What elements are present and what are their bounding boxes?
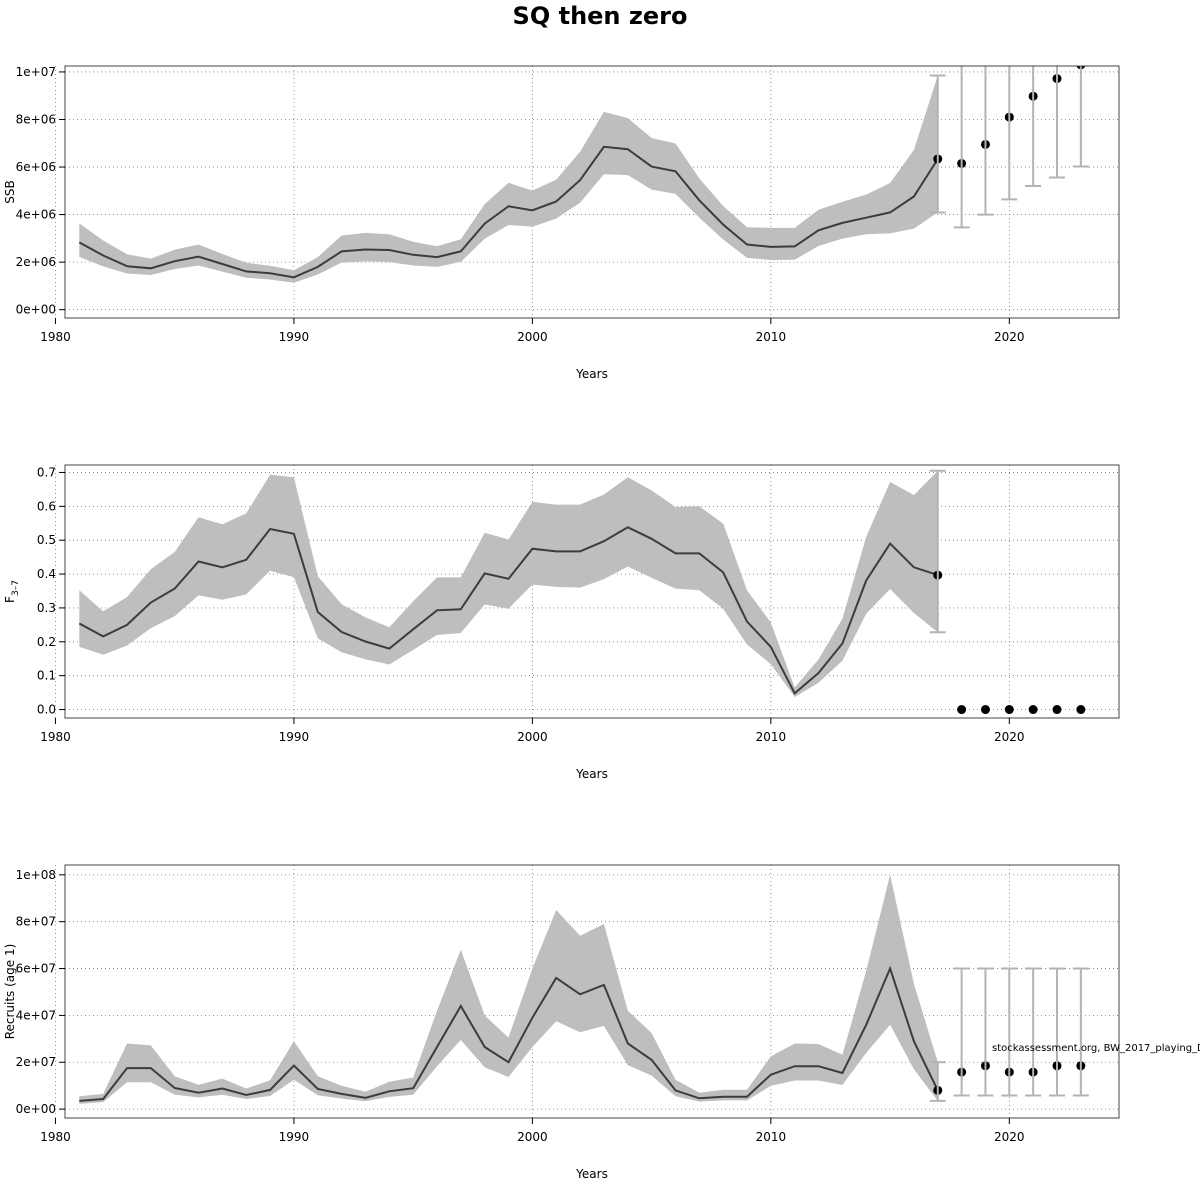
x-tick-label: 2010 bbox=[756, 730, 787, 744]
panel-3: 1980 1990 2000 2010 2020 0e+00 2e+07 4e+07 6e+07… bbox=[3, 864, 1120, 1181]
x-tick-label: 1980 bbox=[40, 730, 71, 744]
y-tick-label: 0.3 bbox=[37, 601, 56, 615]
y-axis-label-subscript: 3–7 bbox=[11, 580, 21, 596]
estimate-line bbox=[78, 526, 939, 695]
y-tick-label: 8e+06 bbox=[16, 112, 56, 126]
x-tick-label: 2000 bbox=[517, 1130, 548, 1144]
forecast-point bbox=[1076, 705, 1086, 715]
panel-frame bbox=[64, 65, 1120, 319]
x-axis-label: Years bbox=[575, 367, 608, 381]
x-axis-label: Years bbox=[575, 1167, 608, 1181]
y-tick-label: 8e+07 bbox=[16, 915, 56, 929]
y-tick-label: 0e+00 bbox=[16, 303, 56, 317]
y-tick-label: 0.0 bbox=[37, 703, 56, 717]
panel-2: 1980 1990 2000 2010 2020 0.0 0.1 0.2 0.3 0.4 0.5 0.… bbox=[3, 464, 1120, 781]
y-tick-label: 1e+08 bbox=[16, 868, 56, 882]
y-axis-label-main: F bbox=[3, 596, 17, 603]
y-tick-label: 0.6 bbox=[37, 499, 56, 513]
x-tick-label: 2020 bbox=[994, 330, 1025, 344]
y-tick-label: 2e+07 bbox=[16, 1055, 56, 1069]
y-tick-label: 0.7 bbox=[37, 465, 56, 479]
x-tick-label: 2010 bbox=[756, 1130, 787, 1144]
confidence-band bbox=[79, 470, 938, 697]
x-tick-label: 1980 bbox=[40, 1130, 71, 1144]
y-tick-label: 1e+07 bbox=[16, 65, 56, 79]
forecast-point bbox=[1004, 705, 1014, 715]
x-tick-label: 2000 bbox=[517, 330, 548, 344]
confidence-band bbox=[79, 75, 938, 283]
estimate-line bbox=[79, 965, 939, 1102]
panel-frame bbox=[64, 464, 1120, 719]
watermark-text: stockassessment.org, BW_2017_playing_D bbox=[992, 1043, 1200, 1054]
panel-1: 1980 1990 2000 2010 2020 0e+00 2e+06 4e+06 6e+06… bbox=[3, 65, 1120, 381]
y-tick-label: 4e+07 bbox=[16, 1008, 56, 1022]
y-tick-label: 0.1 bbox=[37, 669, 56, 683]
y-axis-label: F3–7 bbox=[3, 580, 21, 603]
y-tick-label: 4e+06 bbox=[16, 208, 56, 222]
forecast-point bbox=[1028, 705, 1038, 715]
forecast-point bbox=[1052, 705, 1062, 715]
y-tick-label: 0e+00 bbox=[16, 1102, 56, 1116]
forecast-point bbox=[957, 705, 967, 715]
x-tick-label: 2020 bbox=[994, 730, 1025, 744]
panel-frame bbox=[64, 864, 1120, 1119]
y-tick-label: 6e+07 bbox=[16, 962, 56, 976]
chart-title: SQ then zero bbox=[512, 2, 688, 30]
x-tick-label: 1990 bbox=[279, 1130, 310, 1144]
confidence-band bbox=[79, 874, 938, 1104]
x-tick-label: 1990 bbox=[279, 730, 310, 744]
x-tick-label: 2000 bbox=[517, 730, 548, 744]
x-tick-label: 2020 bbox=[994, 1130, 1025, 1144]
forecast-point bbox=[980, 705, 990, 715]
estimate-line bbox=[78, 145, 939, 279]
plot-area bbox=[78, 66, 1086, 283]
plot-area bbox=[78, 470, 1086, 715]
y-tick-label: 0.4 bbox=[37, 567, 56, 581]
y-tick-label: 2e+06 bbox=[16, 255, 56, 269]
x-tick-label: 1990 bbox=[279, 330, 310, 344]
x-tick-label: 1980 bbox=[40, 330, 71, 344]
y-axis-label: Recruits (age 1) bbox=[3, 944, 17, 1040]
y-tick-label: 0.5 bbox=[37, 533, 56, 547]
x-axis-label: Years bbox=[575, 767, 608, 781]
plot-area bbox=[79, 874, 1086, 1104]
x-tick-label: 2010 bbox=[756, 330, 787, 344]
y-tick-label: 6e+06 bbox=[16, 160, 56, 174]
y-axis-label: SSB bbox=[3, 180, 17, 203]
y-tick-label: 0.2 bbox=[37, 635, 56, 649]
